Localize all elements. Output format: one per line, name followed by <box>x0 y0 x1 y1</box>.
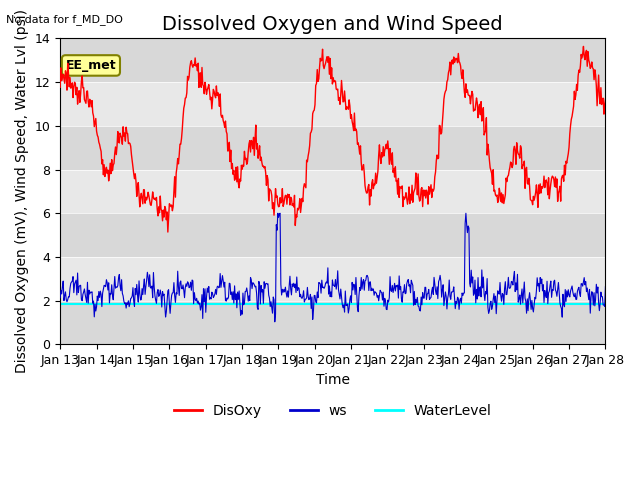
Bar <box>60 169 605 213</box>
X-axis label: Time: Time <box>316 373 350 387</box>
Text: EE_met: EE_met <box>66 59 116 72</box>
Bar <box>60 82 605 126</box>
Bar <box>60 38 605 82</box>
Bar <box>60 126 605 169</box>
Bar <box>60 301 605 345</box>
Bar <box>60 257 605 301</box>
Legend: DisOxy, ws, WaterLevel: DisOxy, ws, WaterLevel <box>168 398 497 423</box>
Bar <box>60 213 605 257</box>
Text: No data for f_MD_DO: No data for f_MD_DO <box>6 14 124 25</box>
Title: Dissolved Oxygen and Wind Speed: Dissolved Oxygen and Wind Speed <box>163 15 503 34</box>
Y-axis label: Dissolved Oxygen (mV), Wind Speed, Water Lvl (psi): Dissolved Oxygen (mV), Wind Speed, Water… <box>15 10 29 373</box>
